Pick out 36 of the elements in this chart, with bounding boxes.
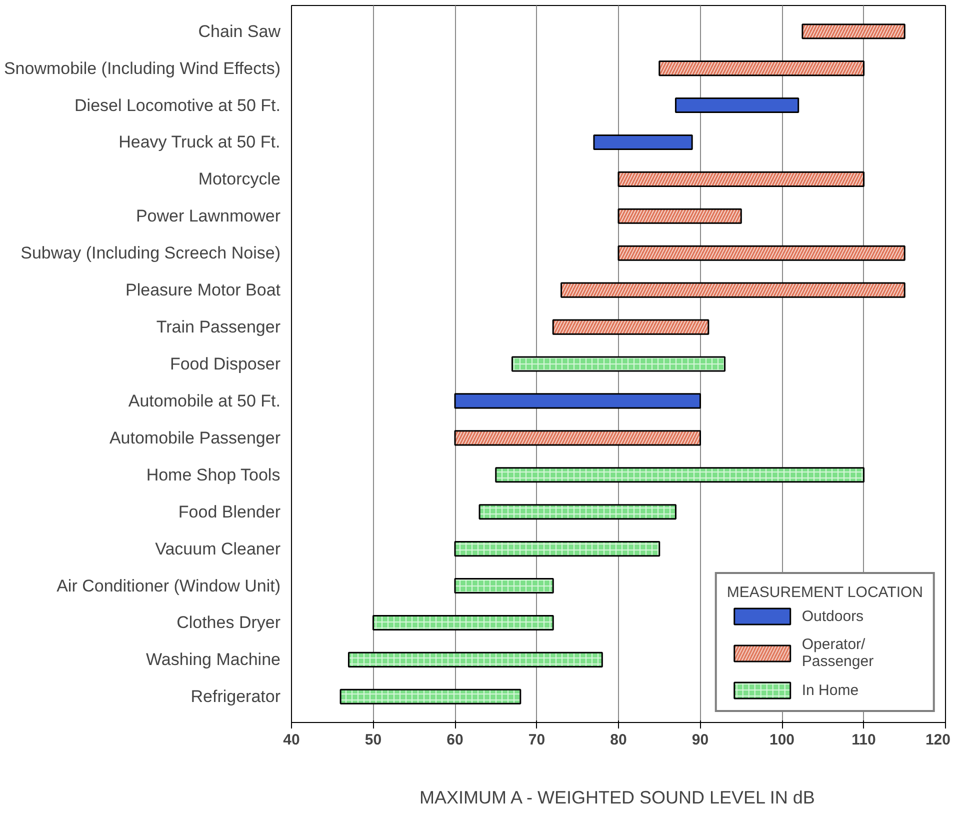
y-tick-label: Snowmobile (Including Wind Effects) [4, 58, 281, 78]
y-tick-label: Chain Saw [198, 22, 282, 41]
x-tick-label: 60 [446, 732, 464, 748]
y-tick-label: Refrigerator [190, 687, 281, 706]
legend-label: Operator/ Passenger [802, 636, 874, 670]
legend-title: MEASUREMENT LOCATION [726, 584, 923, 601]
x-tick-label: 80 [610, 732, 627, 748]
x-axis-title: MAXIMUM A - WEIGHTED SOUND LEVEL IN dB [419, 788, 815, 808]
y-tick-label: Air Conditioner (Window Unit) [56, 576, 280, 596]
bar [674, 98, 800, 114]
bar [454, 393, 701, 409]
x-tick-label: 110 [852, 732, 876, 748]
y-tick-label: Clothes Dryer [176, 613, 281, 632]
y-tick-label: Subway (Including Screech Noise) [20, 244, 281, 263]
y-tick-label: Home Shop Tools [146, 465, 280, 484]
y-tick-label: Motorcycle [198, 170, 280, 189]
y-tick-label: Automobile at 50 Ft. [128, 391, 281, 410]
y-tick-label: Vacuum Cleaner [155, 539, 281, 558]
x-tick-label: 120 [925, 732, 951, 748]
y-tick-label: Heavy Truck at 50 Ft. [118, 132, 280, 152]
y-tick-label: Diesel Locomotive at 50 Ft. [74, 96, 280, 115]
y-tick-label: Food Disposer [170, 354, 281, 374]
x-tick-label: 90 [692, 732, 709, 748]
y-tick-label: Food Blender [178, 502, 281, 522]
x-tick-label: 100 [769, 732, 795, 748]
y-tick-label: Power Lawnmower [136, 206, 281, 226]
legend-label: Outdoors [802, 608, 864, 624]
bar [593, 134, 693, 150]
x-tick-label: 70 [528, 732, 546, 748]
x-tick-label: 40 [283, 732, 300, 748]
y-tick-label: Train Passenger [156, 318, 281, 337]
y-tick-label: Washing Machine [146, 650, 281, 670]
legend-label: In Home [802, 682, 859, 698]
y-tick-label: Automobile Passenger [109, 428, 281, 448]
y-tick-label: Pleasure Motor Boat [126, 280, 281, 300]
x-tick-label: 50 [364, 732, 382, 748]
